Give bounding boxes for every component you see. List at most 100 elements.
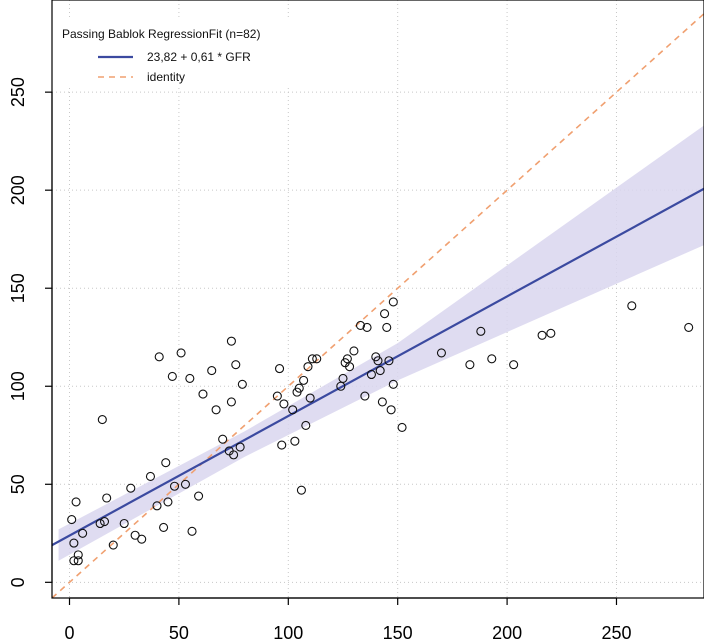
y-tick-label: 100 bbox=[8, 371, 28, 401]
y-tick-label: 150 bbox=[8, 273, 28, 303]
data-point bbox=[78, 528, 88, 538]
data-point bbox=[366, 369, 376, 380]
data-point bbox=[307, 354, 317, 364]
data-point bbox=[180, 479, 191, 489]
x-tick-label: 150 bbox=[383, 623, 413, 643]
data-point bbox=[169, 481, 180, 491]
data-point bbox=[69, 556, 79, 566]
data-point bbox=[187, 526, 197, 536]
legend-label-regression: 23,82 + 0,61 * GFR bbox=[147, 50, 251, 64]
data-point bbox=[546, 328, 556, 338]
data-point bbox=[312, 354, 322, 364]
data-point bbox=[185, 373, 195, 383]
data-point bbox=[305, 393, 315, 403]
data-point bbox=[73, 556, 83, 566]
data-point bbox=[229, 450, 239, 460]
data-point bbox=[288, 405, 298, 415]
legend-label-identity: identity bbox=[147, 70, 185, 84]
data-point bbox=[163, 497, 173, 507]
data-point bbox=[684, 322, 694, 332]
data-point bbox=[299, 375, 309, 385]
data-point bbox=[436, 348, 446, 358]
data-point bbox=[509, 360, 519, 370]
x-tick-label: 250 bbox=[601, 623, 631, 643]
data-point bbox=[73, 550, 83, 560]
data-point bbox=[345, 362, 355, 372]
x-tick-label: 0 bbox=[64, 623, 74, 643]
data-points bbox=[67, 297, 694, 566]
data-point bbox=[130, 530, 140, 540]
data-point bbox=[159, 522, 169, 532]
data-point bbox=[194, 491, 204, 501]
data-point bbox=[137, 534, 147, 544]
data-point bbox=[95, 518, 105, 529]
data-point bbox=[303, 362, 313, 372]
data-point bbox=[119, 518, 129, 529]
data-point bbox=[373, 356, 383, 366]
data-point bbox=[397, 422, 407, 432]
data-point bbox=[382, 322, 392, 332]
data-point bbox=[235, 442, 245, 452]
data-point bbox=[176, 348, 186, 358]
data-point bbox=[237, 379, 247, 389]
data-point bbox=[161, 458, 171, 468]
data-point bbox=[211, 405, 221, 415]
data-point bbox=[362, 322, 372, 332]
x-tick-label: 50 bbox=[169, 623, 189, 643]
data-point bbox=[67, 515, 77, 525]
data-point bbox=[476, 326, 486, 336]
data-point bbox=[375, 366, 385, 376]
data-point bbox=[218, 434, 228, 444]
data-point bbox=[154, 352, 164, 362]
data-point bbox=[301, 420, 311, 431]
y-tick-label: 0 bbox=[8, 577, 28, 587]
data-point bbox=[384, 356, 394, 366]
data-point bbox=[102, 493, 112, 503]
legend-title: Passing Bablok RegressionFit (n=82) bbox=[62, 27, 260, 41]
legend: Passing Bablok RegressionFit (n=82) 23,8… bbox=[56, 17, 328, 87]
data-point bbox=[360, 391, 370, 401]
data-point bbox=[377, 397, 387, 407]
data-point bbox=[465, 360, 475, 370]
axes: 0 50 100 150 200 250 0 50 100 150 200 250 bbox=[8, 77, 632, 643]
data-point bbox=[99, 516, 110, 527]
data-point bbox=[487, 354, 497, 364]
y-tick-label: 250 bbox=[8, 77, 28, 107]
legend-box bbox=[56, 17, 328, 87]
data-point bbox=[198, 389, 208, 399]
data-point bbox=[290, 436, 300, 446]
y-tick-label: 200 bbox=[8, 175, 28, 205]
x-tick-label: 100 bbox=[273, 623, 303, 643]
data-point bbox=[386, 405, 396, 415]
data-point bbox=[108, 540, 118, 550]
data-point bbox=[126, 483, 136, 493]
data-point bbox=[355, 320, 366, 331]
data-point bbox=[274, 364, 285, 374]
x-tick-label: 200 bbox=[492, 623, 522, 643]
data-point bbox=[207, 366, 217, 376]
data-point bbox=[380, 309, 390, 319]
confidence-band bbox=[58, 125, 704, 561]
data-point bbox=[145, 471, 156, 481]
data-point bbox=[226, 336, 236, 346]
data-point bbox=[349, 346, 359, 356]
data-point bbox=[388, 379, 398, 389]
data-point bbox=[296, 485, 306, 495]
y-tick-label: 50 bbox=[8, 474, 28, 494]
data-point bbox=[338, 373, 348, 383]
data-point bbox=[152, 501, 162, 511]
data-point bbox=[627, 301, 637, 311]
data-point bbox=[167, 371, 177, 381]
data-point bbox=[279, 399, 289, 409]
data-point bbox=[388, 297, 398, 307]
data-point bbox=[97, 415, 107, 425]
data-point bbox=[277, 440, 287, 450]
data-point bbox=[537, 330, 547, 340]
data-point bbox=[69, 538, 79, 548]
data-point bbox=[231, 360, 241, 370]
identity-line bbox=[52, 13, 704, 598]
data-point bbox=[226, 397, 236, 407]
data-point bbox=[71, 497, 81, 507]
